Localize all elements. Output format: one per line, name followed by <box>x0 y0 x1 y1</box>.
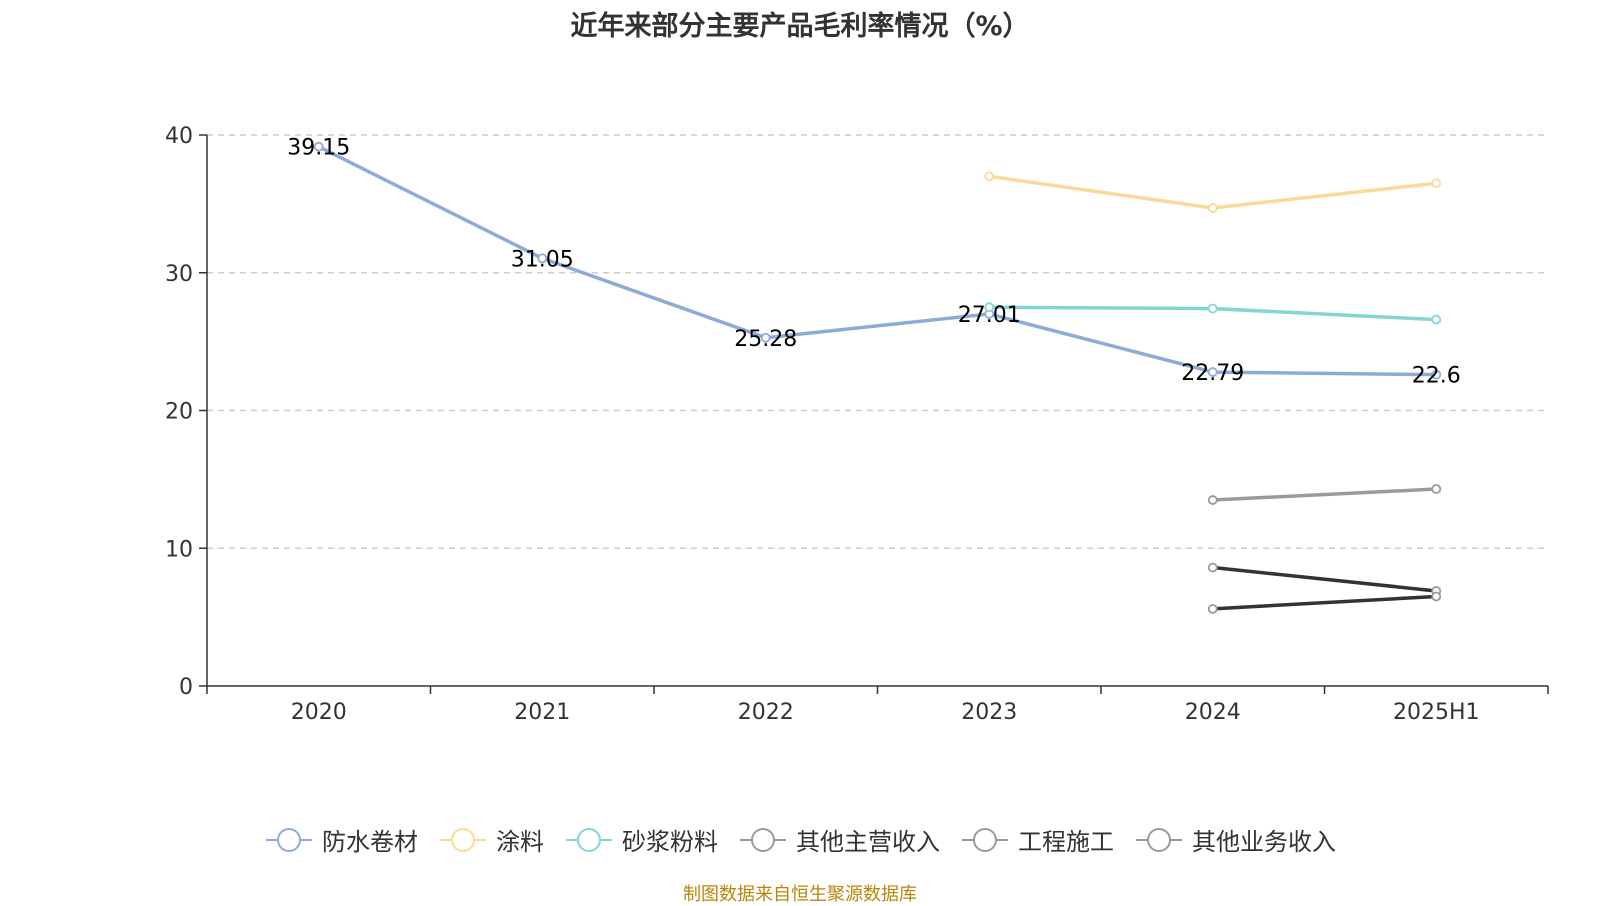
legend-item[interactable]: 工程施工 <box>960 822 1114 857</box>
x-tick-label: 2025H1 <box>1393 700 1480 725</box>
chart-title: 近年来部分主要产品毛利率情况（%） <box>570 11 1030 42</box>
y-tick-label: 0 <box>179 675 193 700</box>
data-point[interactable] <box>1207 562 1218 573</box>
data-labels: 39.15 31.05 25.28 27.01 22.79 22.6 <box>287 136 1460 389</box>
data-label: 31.05 <box>511 247 574 272</box>
data-point[interactable] <box>1431 484 1442 494</box>
legend-line-circle-icon <box>566 827 612 852</box>
grid-lines <box>207 134 1548 549</box>
data-point[interactable] <box>1431 591 1442 602</box>
data-label: 27.01 <box>958 303 1021 328</box>
data-point[interactable] <box>1207 603 1218 614</box>
legend-line-circle-icon <box>740 827 786 852</box>
legend-item[interactable]: 其他业务收入 <box>1134 822 1336 857</box>
series-line <box>1211 565 1438 593</box>
data-point[interactable] <box>1207 367 1218 377</box>
series-lines <box>317 144 1438 611</box>
data-point[interactable] <box>1431 369 1442 380</box>
legend-label: 涂料 <box>496 828 544 856</box>
legend-label: 其他业务收入 <box>1192 828 1336 856</box>
data-label: 22.6 <box>1412 364 1461 389</box>
data-points <box>313 141 1442 614</box>
y-tick-label: 30 <box>165 262 193 287</box>
data-label: 25.28 <box>734 327 797 352</box>
data-point[interactable] <box>1207 203 1218 213</box>
legend-line-circle-icon <box>266 827 312 852</box>
data-point[interactable] <box>1431 178 1442 189</box>
data-point[interactable] <box>984 171 995 182</box>
series-line <box>317 144 1438 377</box>
y-tick-label: 10 <box>165 537 193 562</box>
legend-line-circle-icon <box>440 827 486 852</box>
series-line <box>1211 594 1438 611</box>
data-label: 22.79 <box>1181 361 1244 386</box>
data-point[interactable] <box>537 253 548 264</box>
source-note: 制图数据来自恒生聚源数据库 <box>683 884 917 905</box>
data-point[interactable] <box>1431 314 1442 325</box>
x-tick-label: 2022 <box>738 700 794 725</box>
legend-item[interactable]: 其他主营收入 <box>738 822 940 857</box>
legend-line-circle-icon <box>962 827 1008 852</box>
legend-label: 其他主营收入 <box>796 828 940 856</box>
legend-item[interactable]: 防水卷材 <box>264 822 418 857</box>
legend-item[interactable]: 砂浆粉料 <box>564 822 718 857</box>
x-tick-label: 2020 <box>291 700 347 725</box>
data-point[interactable] <box>1207 303 1218 314</box>
y-tick-label: 40 <box>165 124 193 149</box>
legend-label: 工程施工 <box>1018 828 1114 856</box>
axes: 0 10 20 30 40 2020 2021 2022 2023 2024 2025H1 <box>165 124 1549 725</box>
y-tick-label: 20 <box>165 400 193 425</box>
data-label: 39.15 <box>287 136 350 161</box>
legend: 防水卷材 涂料 砂浆粉料 其他主营收入 工程施工 其他业务收入 <box>0 822 1600 857</box>
legend-label: 砂浆粉料 <box>622 828 718 856</box>
data-point[interactable] <box>984 302 995 313</box>
x-tick-label: 2021 <box>514 700 570 725</box>
data-point[interactable] <box>760 332 771 343</box>
legend-label: 防水卷材 <box>322 828 418 856</box>
data-point[interactable] <box>313 141 324 152</box>
legend-line-circle-icon <box>1136 827 1182 852</box>
data-point[interactable] <box>1207 495 1218 505</box>
series-line <box>1211 487 1438 502</box>
x-tick-label: 2023 <box>961 700 1017 725</box>
x-tick-label: 2024 <box>1185 700 1241 725</box>
legend-item[interactable]: 涂料 <box>438 822 544 857</box>
